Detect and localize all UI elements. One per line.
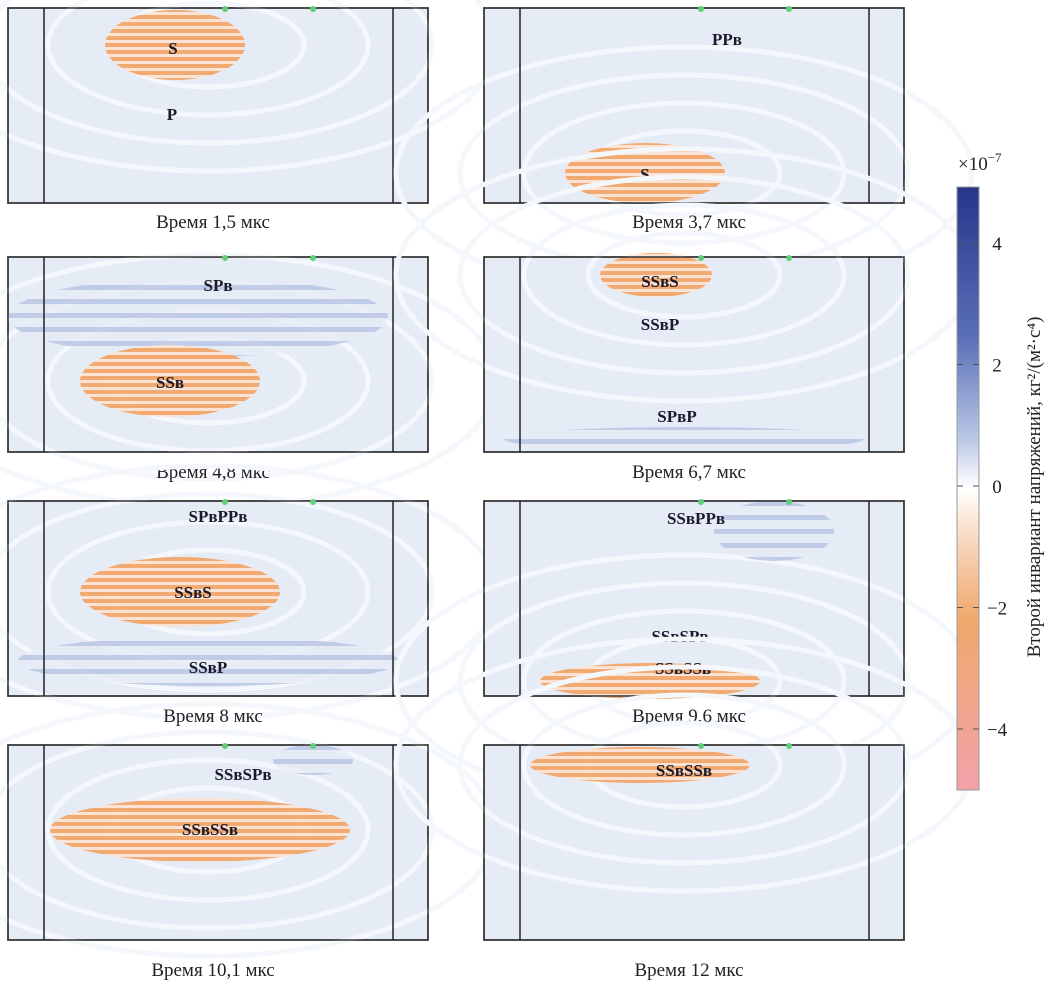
caption: Время 8 мкс <box>163 706 263 727</box>
colorbar-scale: ×10−7 <box>958 150 1002 175</box>
wave-label: SPʙPPʙ <box>189 507 248 526</box>
sensor <box>698 743 704 749</box>
sensor <box>698 6 704 12</box>
wave-blue <box>273 745 353 775</box>
colorbar <box>957 187 979 790</box>
colorbar-tick-label: 2 <box>992 356 1002 377</box>
wave-label: SSʙPPʙ <box>667 509 725 528</box>
wave-label: SPʙP <box>657 407 696 426</box>
figure: SPВремя 1,5 мксPPʙSВремя 3,7 мксSPʙSSʙВр… <box>0 0 1049 985</box>
exponent: −7 <box>988 150 1002 165</box>
wave-label: SSʙSSʙ <box>656 761 712 780</box>
sensor <box>310 6 316 12</box>
wave-blue <box>714 501 834 561</box>
panel: SP <box>0 0 496 203</box>
caption: Время 10,1 мкс <box>151 960 274 981</box>
colorbar-tick-label: −4 <box>987 720 1008 741</box>
sensor <box>310 255 316 261</box>
wave-blob <box>530 747 750 783</box>
wave-label: SSʙP <box>641 315 679 334</box>
colorbar-label: Второй инвариант напряжений, кг²/(м²·с⁴) <box>1024 317 1045 658</box>
wave-label: SSʙS <box>641 272 679 291</box>
wave-label: SSʙS <box>174 583 212 602</box>
sensor <box>310 499 316 505</box>
caption: Время 6,7 мкс <box>632 462 746 483</box>
sensor <box>786 743 792 749</box>
colorbar-tick-label: 4 <box>992 234 1002 255</box>
sensor <box>222 255 228 261</box>
sensor <box>786 255 792 261</box>
sensor <box>222 499 228 505</box>
wave-label: SPʙ <box>203 276 232 295</box>
wave-label: P <box>167 105 177 124</box>
sensor <box>786 499 792 505</box>
caption: Время 12 мкс <box>634 960 743 981</box>
sensor <box>698 499 704 505</box>
multiplier: ×10 <box>958 154 988 175</box>
colorbar-tick-label: 0 <box>992 477 1002 498</box>
wave-blue <box>504 427 864 451</box>
sensor <box>310 743 316 749</box>
wave-label: SSʙSPʙ <box>214 765 271 784</box>
sensor <box>786 6 792 12</box>
wave-label: SSʙ <box>156 373 184 392</box>
sensor <box>222 6 228 12</box>
colorbar-tick-label: −2 <box>987 599 1007 620</box>
wave-blue <box>8 277 388 357</box>
caption: Время 3,7 мкс <box>632 212 746 233</box>
wave-label: PPʙ <box>712 30 742 49</box>
caption: Время 1,5 мкс <box>156 212 270 233</box>
wave-label: SSʙP <box>189 658 227 677</box>
panel: SSʙSPʙ SSʙSSʙ <box>0 704 496 956</box>
wave-label: S <box>168 39 177 58</box>
sensor <box>698 255 704 261</box>
wave-label: SSʙSSʙ <box>182 820 238 839</box>
panel: SPʙPPʙ SSʙS SSʙP <box>0 466 496 718</box>
wave-label: SSʙSPʙ <box>651 627 708 646</box>
sensor <box>222 743 228 749</box>
